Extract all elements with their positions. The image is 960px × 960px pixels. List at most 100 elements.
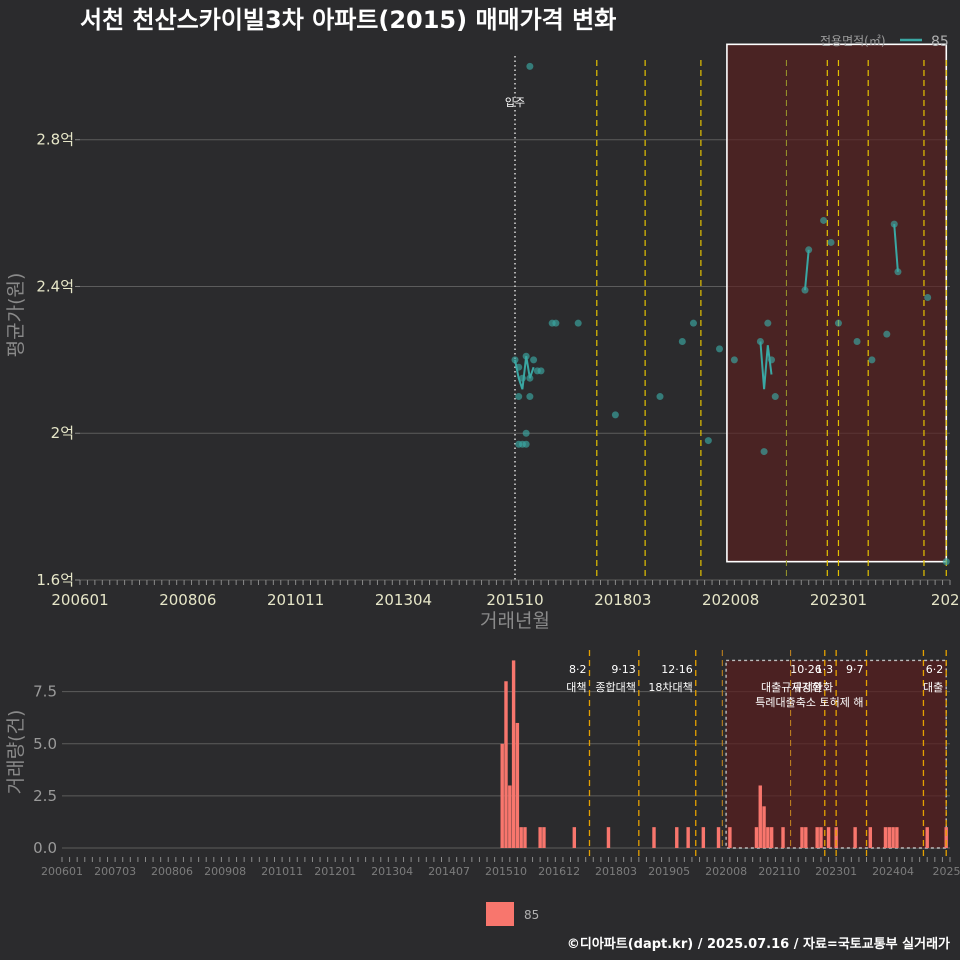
price-point xyxy=(756,338,764,346)
x-tick-label: 201304 xyxy=(375,591,432,609)
price-point xyxy=(715,345,723,353)
volume-bar xyxy=(868,827,873,848)
volume-bar xyxy=(606,827,611,848)
price-point xyxy=(853,338,861,346)
policy-date: 9·13 xyxy=(611,663,636,676)
price-point xyxy=(574,319,582,327)
price-point xyxy=(805,246,813,254)
price-point xyxy=(656,393,664,401)
volume-bar xyxy=(542,827,546,848)
volume-bar xyxy=(815,827,819,848)
price-point xyxy=(730,356,738,364)
policy-label: 대출 xyxy=(923,681,943,694)
price-line-85 xyxy=(804,249,810,291)
volume-bar xyxy=(500,743,504,848)
price-point xyxy=(768,356,776,364)
volume-bar xyxy=(819,827,823,848)
price-point xyxy=(801,286,809,294)
volume-bar xyxy=(891,827,895,848)
volume-bar xyxy=(652,827,656,848)
x-tick-label: 200601 xyxy=(51,591,108,609)
volume-bar xyxy=(834,827,838,848)
x-tick-label: 202110 xyxy=(758,865,800,878)
legend-swatch-85 xyxy=(486,902,514,926)
move-in-label: 입주 xyxy=(505,96,525,109)
volume-bar xyxy=(515,722,520,848)
x-tick-label: 201201 xyxy=(314,865,356,878)
price-point xyxy=(760,448,768,456)
volume-bar xyxy=(800,827,804,848)
x-tick-label: 201612 xyxy=(538,865,580,878)
volume-bar xyxy=(758,785,762,848)
price-point xyxy=(942,558,950,566)
y-tick-label: 2.8억 xyxy=(36,131,74,149)
volume-bar xyxy=(511,660,516,848)
x-tick-label: 201510 xyxy=(485,865,527,878)
price-point xyxy=(894,268,902,276)
volume-bar xyxy=(887,827,891,848)
x-tick-label: 2025 xyxy=(931,591,960,609)
price-point xyxy=(526,374,534,382)
y-axis-title: 거래량(건) xyxy=(5,710,27,795)
volume-bar xyxy=(716,827,721,848)
price-point xyxy=(678,338,686,346)
policy-label: 대출규제강화 xyxy=(761,681,822,694)
price-point xyxy=(526,62,534,70)
x-tick-label: 200601 xyxy=(41,865,83,878)
y-tick-label: 2.5 xyxy=(33,787,57,805)
legend-title: 전용면적(㎡) xyxy=(820,34,886,48)
volume-bar xyxy=(944,827,948,848)
x-tick-label: 200908 xyxy=(204,865,246,878)
y-tick-label: 5.0 xyxy=(33,735,57,753)
price-point xyxy=(890,220,898,228)
price-point xyxy=(515,393,523,401)
credit-text: ©디아파트(dapt.kr) / 2025.07.16 / 자료=국토교통부 실… xyxy=(567,936,950,952)
x-tick-label: 201407 xyxy=(428,865,470,878)
x-tick-label: 201011 xyxy=(261,865,303,878)
legend-label-85: 85 xyxy=(524,908,539,922)
x-tick-label: 201304 xyxy=(371,865,413,878)
price-point xyxy=(530,356,538,364)
price-point xyxy=(834,319,842,327)
price-point xyxy=(518,374,526,382)
price-point xyxy=(764,319,772,327)
volume-bar xyxy=(804,827,808,848)
volume-bar xyxy=(754,827,759,848)
price-chart: 1.6억 2억 2.4억 2.8억 입주 200601 200806 201011 201304… xyxy=(5,34,960,632)
chart-title: 서천 천산스카이빌3차 아파트(2015) 매매가격 변화 xyxy=(80,6,616,34)
price-point xyxy=(522,429,530,437)
policy-date: 9·7 xyxy=(846,663,864,676)
volume-bar xyxy=(538,827,542,848)
volume-bar xyxy=(762,806,766,848)
y-tick-label: 1.6억 xyxy=(36,571,74,589)
volume-bar xyxy=(701,827,706,848)
volume-bar xyxy=(572,827,577,848)
volume-bar xyxy=(895,827,899,848)
volume-bar xyxy=(728,827,732,848)
y-axis-title: 평균가(원) xyxy=(5,273,27,358)
x-tick-label: 201011 xyxy=(267,591,324,609)
volume-bar xyxy=(523,827,527,848)
volume-bar xyxy=(781,827,785,848)
volume-bar xyxy=(883,827,888,848)
price-point xyxy=(868,356,876,364)
x-tick-label: 201510 xyxy=(486,591,543,609)
volume-bar xyxy=(853,827,857,848)
policy-date: 8·2 xyxy=(569,663,587,676)
legend-label-85: 85 xyxy=(931,34,949,50)
volume-bar xyxy=(504,681,508,848)
x-tick-label: 201803 xyxy=(595,865,637,878)
x-tick-label: 202008 xyxy=(705,865,747,878)
price-point xyxy=(771,393,779,401)
price-point xyxy=(511,356,519,364)
x-tick-label: 202301 xyxy=(815,865,857,878)
policy-label: 특례대출축소 토허제 해 xyxy=(755,695,863,709)
price-point xyxy=(924,293,932,301)
x-tick-label: 200806 xyxy=(151,865,193,878)
policy-date: 6·2 xyxy=(926,663,944,676)
policy-label: 18차대책 xyxy=(648,681,692,694)
price-point xyxy=(522,440,530,448)
price-point xyxy=(537,367,545,375)
policy-date: 12·16 xyxy=(661,663,693,676)
price-point xyxy=(611,411,619,419)
